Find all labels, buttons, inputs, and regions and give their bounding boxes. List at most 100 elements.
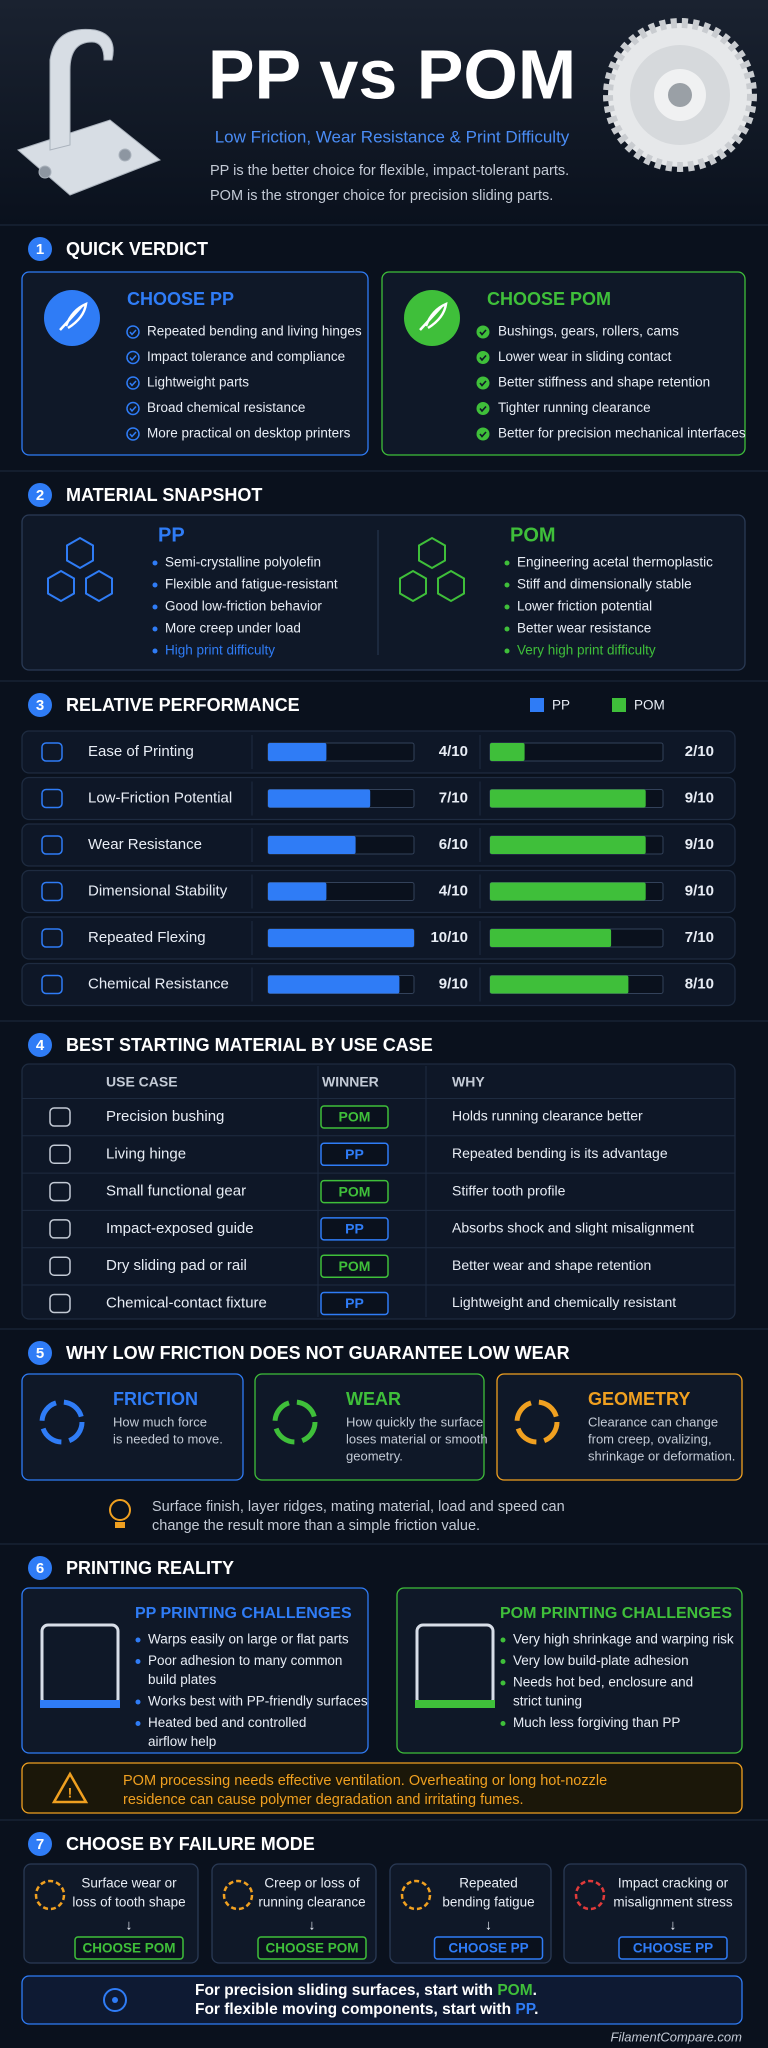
check-icon: [476, 376, 490, 390]
use-case: Living hinge: [106, 1145, 186, 1162]
failure-icon: [222, 1879, 254, 1911]
use-case: Impact-exposed guide: [106, 1220, 254, 1237]
card-text: Clearance can change: [588, 1414, 718, 1429]
reason: Stiffer tooth profile: [452, 1182, 566, 1198]
section-title: RELATIVE PERFORMANCE: [66, 695, 300, 715]
printing-item: Needs hot bed, enclosure and: [513, 1675, 693, 1690]
footer: FilamentCompare.com: [611, 2029, 743, 2044]
molecule-icon: [437, 569, 465, 603]
printing-item: Works best with PP-friendly surfaces: [148, 1694, 368, 1709]
section-title: CHOOSE BY FAILURE MODE: [66, 1834, 315, 1854]
summary-panel: [21, 1975, 743, 2025]
snapshot-item: Semi-crystalline polyolefin: [165, 555, 321, 570]
failure-icon: [574, 1879, 606, 1911]
warning-text: residence can cause polymer degradation …: [123, 1792, 524, 1808]
title: PP vs POM: [208, 35, 576, 113]
summary-part: POM: [497, 1982, 532, 1999]
panel: [496, 1373, 743, 1481]
row-icon: [49, 1144, 71, 1165]
card-icon: [272, 1399, 318, 1445]
subtitle: Low Friction, Wear Resistance & Print Di…: [215, 127, 570, 146]
section-badge: [28, 1033, 52, 1057]
score-label: 6/10: [439, 836, 468, 853]
warning-panel: [21, 1762, 743, 1814]
printing-item: Much less forgiving than PP: [513, 1715, 680, 1730]
failure-text: misalignment stress: [613, 1895, 733, 1910]
bar: [268, 789, 371, 808]
section-number: 6: [36, 1560, 44, 1577]
score-label: 8/10: [685, 975, 714, 992]
bullet: [504, 626, 510, 632]
bullet: [504, 648, 510, 654]
verdict-item: Repeated bending and living hinges: [147, 324, 362, 339]
description-line: PP is the better choice for flexible, im…: [210, 163, 569, 179]
arrow: ↓: [670, 1917, 677, 1933]
bar: [490, 743, 525, 761]
arrow: ↓: [309, 1917, 316, 1933]
failure-text: running clearance: [258, 1895, 365, 1910]
section-badge: [28, 1556, 52, 1580]
panel: [381, 271, 746, 456]
reason: Better wear and shape retention: [452, 1257, 651, 1273]
score-label: 7/10: [685, 929, 714, 946]
winner: POM: [339, 1183, 371, 1199]
pp-part-image: [17, 28, 161, 196]
check-icon: [476, 427, 490, 441]
snapshot-item: Better wear resistance: [517, 621, 651, 636]
molecule-icon: [418, 536, 446, 570]
metric-label: Chemical Resistance: [88, 975, 229, 992]
bullet: [500, 1637, 506, 1643]
molecule-icon: [47, 569, 75, 603]
molecule-icon: [66, 536, 94, 570]
bar: [268, 882, 327, 901]
check-icon: [476, 351, 490, 364]
section-number: 7: [36, 1836, 44, 1853]
card-text: geometry.: [346, 1448, 403, 1463]
bullet: [504, 560, 510, 566]
check-icon: [126, 325, 140, 339]
printing-item: Warps easily on large or flat parts: [148, 1632, 349, 1647]
verdict-item: More practical on desktop printers: [147, 426, 351, 441]
check-mark: [129, 431, 137, 438]
bar: [490, 789, 646, 808]
bar: [490, 975, 629, 994]
card-heading: WEAR: [346, 1389, 401, 1409]
note: change the result more than a simple fri…: [152, 1518, 480, 1534]
section-number: 4: [36, 1037, 45, 1054]
pom-part-image: [603, 18, 757, 172]
verdict-item: Lightweight parts: [147, 375, 249, 390]
card-heading: FRICTION: [113, 1389, 198, 1409]
bullet: [152, 560, 158, 566]
arrow: ↓: [485, 1917, 492, 1933]
section-badge: [28, 693, 52, 717]
bullet: [152, 582, 158, 588]
choice: CHOOSE POM: [82, 1941, 175, 1956]
metric-label: Wear Resistance: [88, 836, 202, 853]
printing-item: Very low build-plate adhesion: [513, 1653, 689, 1668]
card-text: is needed to move.: [113, 1431, 223, 1446]
check-icon: [476, 325, 490, 339]
bar: [268, 929, 414, 947]
section-badge: [28, 237, 52, 261]
row-icon: [41, 742, 63, 762]
score-label: 9/10: [685, 836, 714, 853]
bar: [490, 929, 612, 947]
failure-text: Creep or loss of: [264, 1876, 360, 1891]
check-icon: [126, 401, 140, 416]
section-number: 1: [36, 241, 44, 258]
row-icon: [49, 1107, 71, 1127]
card-icon: [514, 1399, 560, 1445]
failure-text: Surface wear or: [81, 1876, 177, 1891]
row-icon: [41, 788, 63, 809]
verdict-item: Lower wear in sliding contact: [498, 349, 672, 364]
choice-badge: [433, 1936, 544, 1960]
summary-line: For precision sliding surfaces, start wi…: [195, 1982, 537, 1999]
check-icon: [126, 427, 140, 441]
verdict-item: Better stiffness and shape retention: [498, 375, 710, 390]
card-heading: GEOMETRY: [588, 1389, 690, 1409]
bullet: [504, 604, 510, 610]
warning-mark: !: [68, 1785, 73, 1801]
card-text: How quickly the surface: [346, 1414, 483, 1429]
printer-bed: [40, 1700, 120, 1708]
